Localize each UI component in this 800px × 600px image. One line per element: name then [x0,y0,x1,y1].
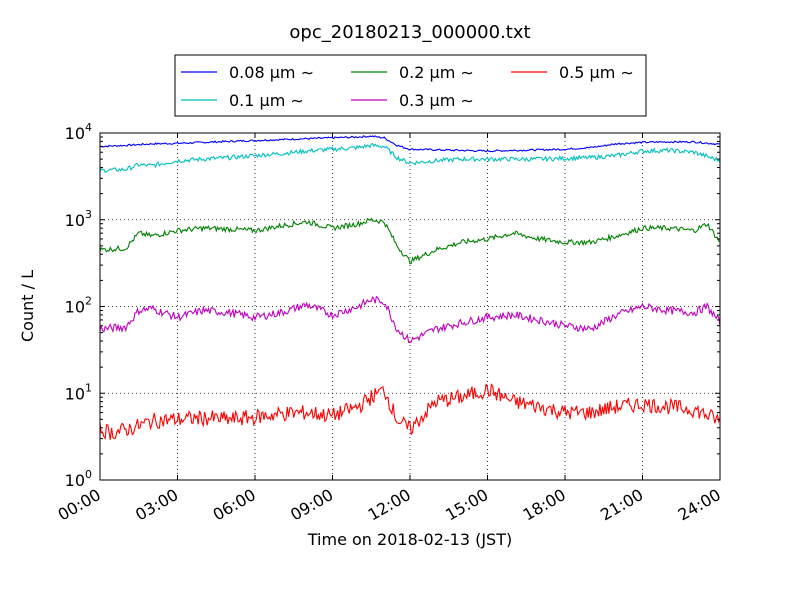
x-tick-label: 21:00 [597,485,646,525]
x-tick-label: 03:00 [132,485,181,525]
series-line [99,135,721,153]
y-axis-ticks: 100 101 102 103 104 [65,121,720,490]
y-tick-label: 100 [65,468,92,490]
x-tick-label: 24:00 [675,485,724,525]
legend-label: 0.2 μm ∼ [399,63,474,82]
legend-label: 0.5 μm ∼ [559,63,634,82]
x-axis-label: Time on 2018-02-13 (JST) [307,530,512,549]
y-tick-label: 103 [65,208,92,230]
series-line [99,383,721,440]
y-tick-label: 101 [65,381,92,403]
series-line [99,217,721,265]
x-tick-label: 06:00 [210,485,259,525]
chart-title: opc_20180213_000000.txt [289,22,530,43]
y-axis-label: Count / L [18,270,37,342]
legend-label: 0.1 μm ∼ [229,91,304,110]
y-tick-label: 104 [65,121,92,143]
x-tick-label: 12:00 [365,485,414,525]
series-line [99,295,721,344]
legend: 0.08 μm ∼ 0.1 μm ∼ 0.2 μm ∼ 0.3 μm ∼ 0.5 μm … [174,54,647,117]
x-tick-label: 18:00 [520,485,569,525]
legend-label: 0.3 μm ∼ [399,91,474,110]
series-line [99,142,721,174]
x-tick-label: 09:00 [287,485,336,525]
legend-frame [174,54,647,117]
x-tick-label: 00:00 [55,485,104,525]
y-tick-label: 102 [65,295,92,317]
series-layer [99,135,721,440]
grid [100,133,720,480]
legend-label: 0.08 μm ∼ [229,63,314,82]
x-tick-label: 15:00 [442,485,491,525]
